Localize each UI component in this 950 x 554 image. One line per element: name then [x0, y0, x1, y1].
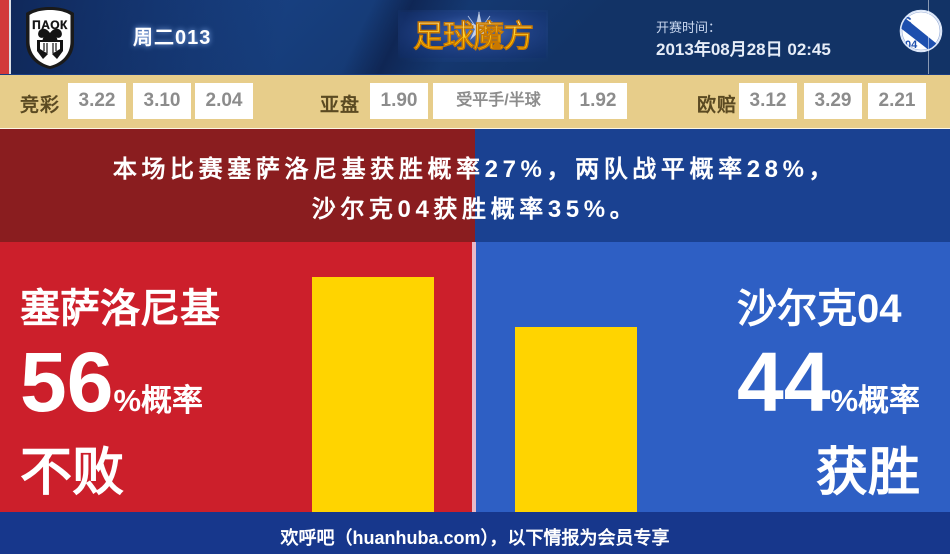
- svg-text:ПАОК: ПАОК: [32, 18, 68, 32]
- svg-text:足球魔方: 足球魔方: [413, 19, 533, 54]
